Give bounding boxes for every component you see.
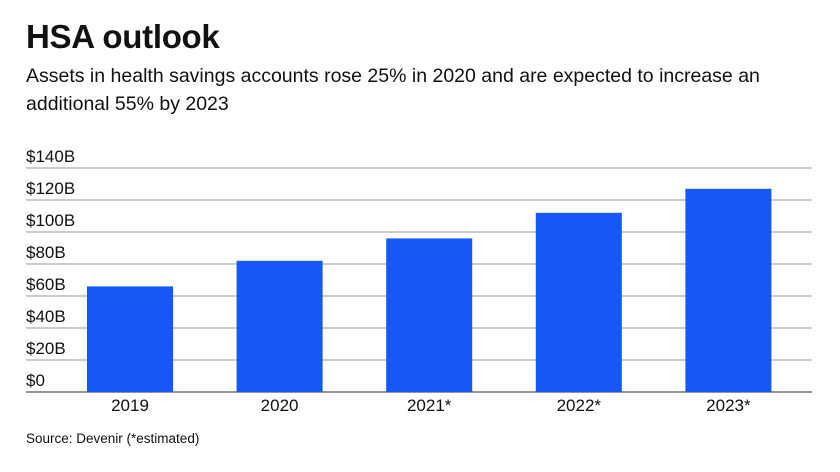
x-tick-label: 2022* xyxy=(557,396,602,415)
x-tick-label: 2019 xyxy=(111,396,149,415)
y-tick-label: $120B xyxy=(26,179,75,198)
x-tick-label: 2020 xyxy=(261,396,299,415)
y-tick-label: $0 xyxy=(26,371,45,390)
y-tick-label: $140B xyxy=(26,147,75,166)
x-tick-label: 2023* xyxy=(706,396,751,415)
bar-2020 xyxy=(236,260,323,392)
y-tick-label: $80B xyxy=(26,243,66,262)
bar-2021 xyxy=(386,238,473,392)
chart-subtitle: Assets in health savings accounts rose 2… xyxy=(26,65,760,115)
y-tick-label: $100B xyxy=(26,211,75,230)
source-note: Source: Devenir (*estimated) xyxy=(26,431,200,446)
y-tick-label: $60B xyxy=(26,275,66,294)
x-tick-label: 2021* xyxy=(407,396,452,415)
bar-2019 xyxy=(87,286,173,392)
bar-2023 xyxy=(685,188,772,392)
bar-2022 xyxy=(535,212,622,392)
y-tick-label: $40B xyxy=(26,307,66,326)
y-tick-label: $20B xyxy=(26,339,66,358)
chart-title: HSA outlook xyxy=(26,18,220,55)
